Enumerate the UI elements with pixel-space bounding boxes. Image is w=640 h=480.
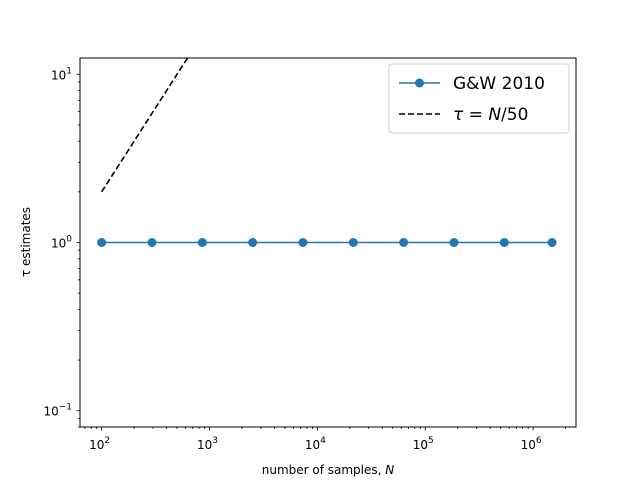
legend: G&W 2010 τ = N/50	[388, 63, 570, 134]
x-axis-label: number of samples, N	[262, 463, 395, 477]
data-point	[298, 238, 308, 247]
x-tick-label: 102	[89, 436, 110, 452]
x-tick-label: 104	[305, 436, 326, 452]
data-point	[197, 238, 207, 247]
data-point	[147, 238, 157, 247]
y-tick-label: 101	[51, 66, 72, 82]
x-tick-label: 105	[413, 436, 434, 452]
x-tick-label: 106	[521, 436, 542, 452]
data-point	[348, 238, 358, 247]
plot-area	[97, 58, 557, 247]
data-point	[97, 238, 107, 247]
data-point	[449, 238, 459, 247]
data-point	[399, 238, 409, 247]
series-line-1	[100, 58, 189, 193]
legend-marker-gw2010	[415, 78, 424, 88]
x-tick-label: 103	[197, 436, 218, 452]
legend-label-tau: τ = N/50	[453, 105, 528, 125]
data-point	[248, 238, 258, 247]
legend-box	[388, 63, 570, 134]
y-tick-label: 10−1	[43, 403, 72, 419]
y-tick-label: 100	[51, 235, 72, 251]
axis-ticks: 102 103 104 105 106 10−1 100 101	[43, 66, 566, 452]
y-axis-label: τ estimates	[19, 207, 33, 277]
data-point	[547, 238, 557, 247]
legend-label-gw2010: G&W 2010	[453, 74, 545, 94]
data-point	[499, 238, 509, 247]
